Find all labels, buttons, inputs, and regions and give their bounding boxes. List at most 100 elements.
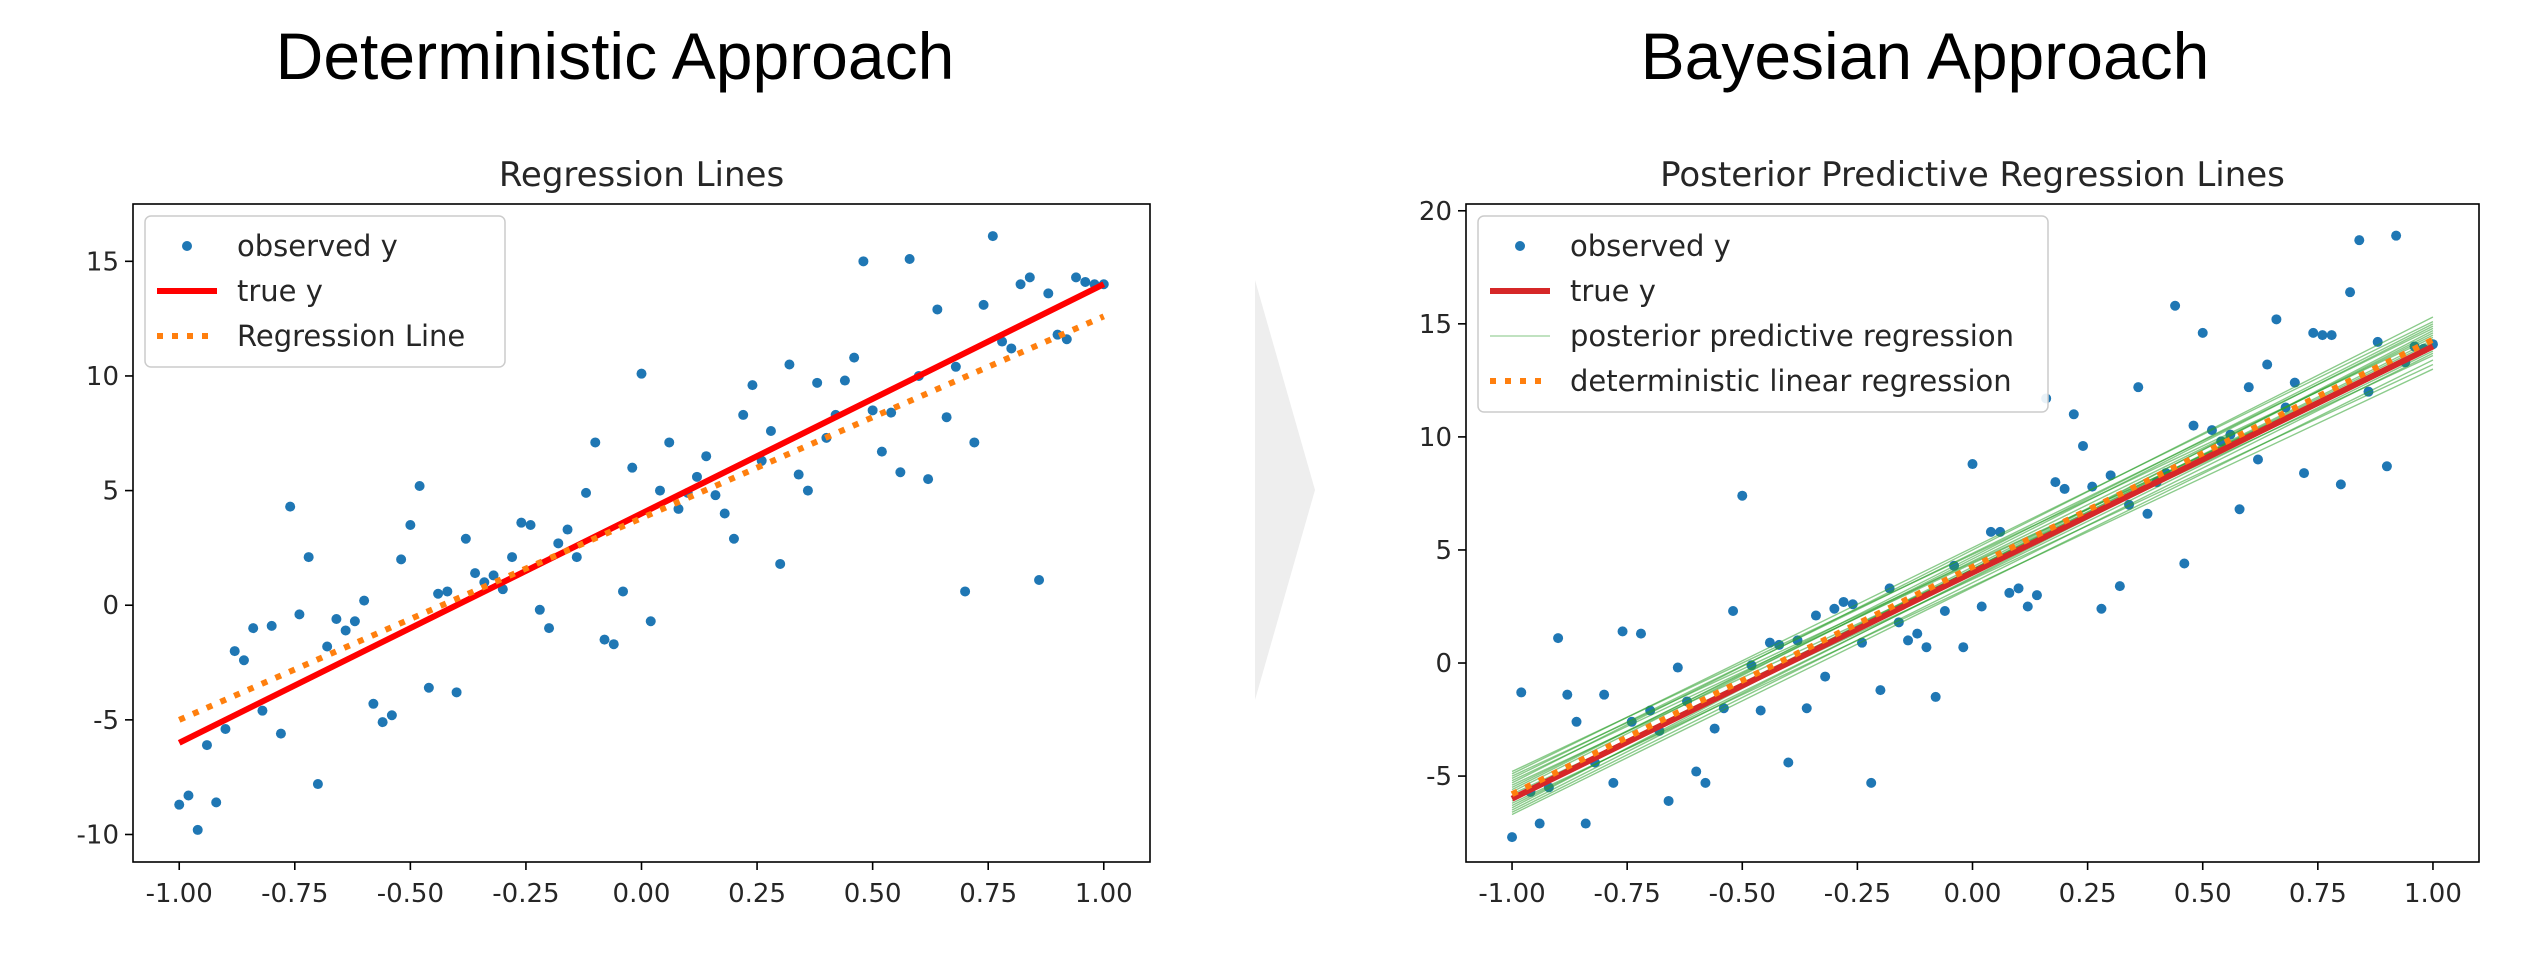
data-point	[747, 380, 758, 391]
data-point	[562, 524, 573, 535]
data-point	[2188, 420, 2199, 431]
heading-bayesian: Bayesian Approach	[1640, 19, 2210, 93]
data-point	[516, 517, 527, 528]
data-point	[423, 682, 434, 693]
chevron-right-icon	[1255, 280, 1315, 700]
data-point	[802, 485, 813, 496]
data-point	[534, 604, 545, 615]
x-tick-label: -0.50	[377, 879, 444, 909]
data-point	[1507, 832, 1518, 843]
data-point	[2262, 359, 2273, 370]
data-point	[728, 533, 739, 544]
data-point	[257, 705, 268, 716]
chart-bayesian: Posterior Predictive Regression Lines -1.…	[1419, 155, 2480, 909]
data-point	[2114, 581, 2125, 592]
data-point	[784, 359, 795, 370]
x-tick-label: 1.00	[1075, 879, 1133, 909]
data-point	[775, 558, 786, 569]
data-point	[1553, 633, 1564, 644]
data-point	[719, 508, 730, 519]
data-point	[275, 728, 286, 739]
chart-deterministic: Regression Lines -1.00 -0.75 -0.50 -0.25 0.00…	[77, 155, 1151, 909]
legend-label: observed y	[1570, 229, 1731, 263]
data-point	[960, 586, 971, 597]
y-tick-label: -5	[1426, 762, 1452, 792]
data-point	[664, 437, 675, 448]
data-point	[645, 616, 656, 627]
posterior-line	[1511, 323, 2434, 791]
legend-label: true y	[1570, 274, 1656, 308]
x-tick-label: -0.25	[1824, 879, 1891, 909]
y-tick-label: 15	[1419, 310, 1452, 340]
plot-area	[174, 231, 1109, 835]
data-point	[1700, 777, 1711, 788]
x-tick-label: 0.25	[728, 879, 786, 909]
data-point	[2022, 601, 2033, 612]
data-point	[396, 554, 407, 565]
data-point	[349, 616, 360, 627]
data-point	[2133, 382, 2144, 393]
data-point	[2381, 461, 2392, 472]
x-tick-label: 0.25	[2059, 879, 2117, 909]
data-point	[1838, 596, 1849, 607]
chart-title: Regression Lines	[499, 155, 784, 195]
legend-label: true y	[237, 274, 323, 308]
x-tick-label: -1.00	[1478, 879, 1545, 909]
data-point	[1006, 343, 1017, 354]
data-point	[2299, 468, 2310, 479]
data-point	[978, 299, 989, 310]
data-point	[654, 485, 665, 496]
data-point	[2004, 587, 2015, 598]
data-point	[442, 586, 453, 597]
data-point	[201, 740, 212, 751]
data-point	[867, 405, 878, 416]
data-point	[2271, 314, 2282, 325]
data-point	[451, 687, 462, 698]
y-tick-label: 20	[1419, 197, 1452, 227]
data-point	[923, 474, 934, 485]
x-tick-label: -1.00	[146, 879, 213, 909]
data-point	[2068, 409, 2079, 420]
data-point	[2087, 481, 2098, 492]
data-point	[1764, 637, 1775, 648]
data-point	[1829, 603, 1840, 614]
data-point	[266, 620, 277, 631]
data-point	[414, 481, 425, 491]
data-point	[1976, 601, 1987, 612]
data-point	[340, 625, 351, 636]
data-point	[1728, 606, 1739, 617]
regression-line	[178, 313, 1105, 723]
data-point	[701, 451, 712, 462]
data-point	[2243, 382, 2254, 393]
data-point	[377, 717, 388, 728]
heading-deterministic: Deterministic Approach	[275, 19, 955, 93]
data-point	[294, 609, 305, 620]
data-point	[812, 377, 823, 388]
x-tick-label: 0.75	[959, 879, 1017, 909]
data-point	[765, 425, 776, 436]
y-tick-label: -10	[77, 820, 119, 850]
data-point	[322, 641, 333, 652]
x-tick-label: -0.75	[261, 879, 328, 909]
data-point	[1783, 757, 1794, 768]
y-tick-label: 10	[86, 362, 119, 392]
data-point	[488, 570, 499, 581]
data-point	[312, 779, 323, 790]
data-point	[1580, 818, 1591, 829]
x-tick-label: 0.50	[844, 879, 902, 909]
data-point	[220, 724, 231, 735]
posterior-line	[1511, 350, 2434, 807]
data-point	[941, 412, 952, 423]
data-point	[1080, 276, 1091, 287]
data-point	[460, 533, 471, 544]
data-point	[886, 407, 897, 418]
data-point	[1635, 628, 1646, 639]
data-point	[553, 538, 564, 549]
y-tick-label: 5	[102, 477, 119, 507]
data-point	[2050, 477, 2061, 488]
data-point	[1939, 606, 1950, 617]
data-point	[1015, 279, 1026, 290]
data-point	[1608, 777, 1619, 788]
data-point	[2197, 327, 2208, 338]
data-point	[285, 501, 296, 512]
